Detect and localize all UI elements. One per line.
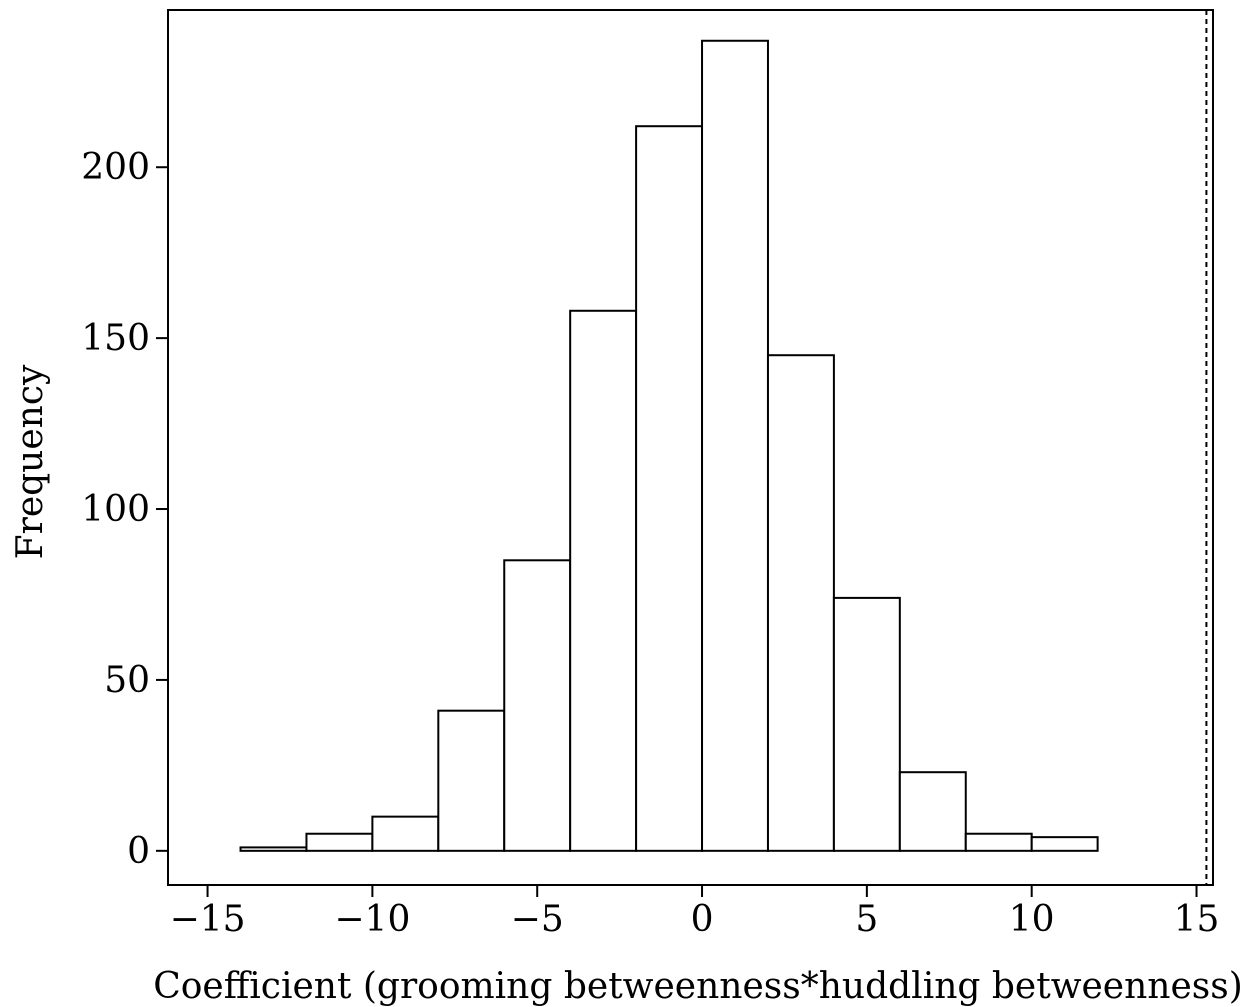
- x-tick-label: 0: [691, 899, 714, 940]
- histogram-bar-2: [371, 815, 440, 852]
- y-tick-label: 50: [104, 660, 150, 701]
- x-tick-label: −5: [511, 899, 564, 940]
- histogram-bar-11: [964, 832, 1033, 852]
- histogram-bar-9: [832, 596, 901, 852]
- histogram-bar-6: [635, 125, 704, 852]
- plot-frame: [167, 9, 1214, 886]
- histogram-bar-12: [1030, 836, 1099, 852]
- x-tick-label: 15: [1174, 899, 1220, 940]
- histogram-bar-3: [437, 709, 506, 852]
- histogram-bar-8: [766, 354, 835, 852]
- y-axis-ticks: 0 50 100 150 200: [81, 147, 168, 872]
- histogram-bar-4: [503, 559, 572, 852]
- histogram-bar-1: [305, 832, 374, 852]
- x-axis-ticks: −15 −10 −5 0 5 10 15: [170, 885, 1220, 940]
- x-tick-label: 10: [1009, 899, 1055, 940]
- histogram-bar-5: [569, 309, 638, 852]
- y-tick-label: 150: [81, 318, 150, 359]
- y-tick-label: 200: [81, 147, 150, 188]
- histogram-bars: [239, 39, 1099, 852]
- y-axis-label: Frequency: [10, 364, 51, 559]
- x-axis-label: Coefficient (grooming betweenness*huddli…: [153, 966, 1243, 1007]
- y-tick-label: 0: [127, 831, 150, 872]
- x-tick-label: −15: [170, 899, 246, 940]
- y-tick-label: 100: [81, 489, 150, 530]
- x-tick-label: 5: [855, 899, 878, 940]
- histogram-bar-10: [898, 771, 967, 852]
- histogram-bar-7: [701, 39, 769, 852]
- x-tick-label: −10: [334, 899, 410, 940]
- histogram-bar-0: [239, 846, 308, 852]
